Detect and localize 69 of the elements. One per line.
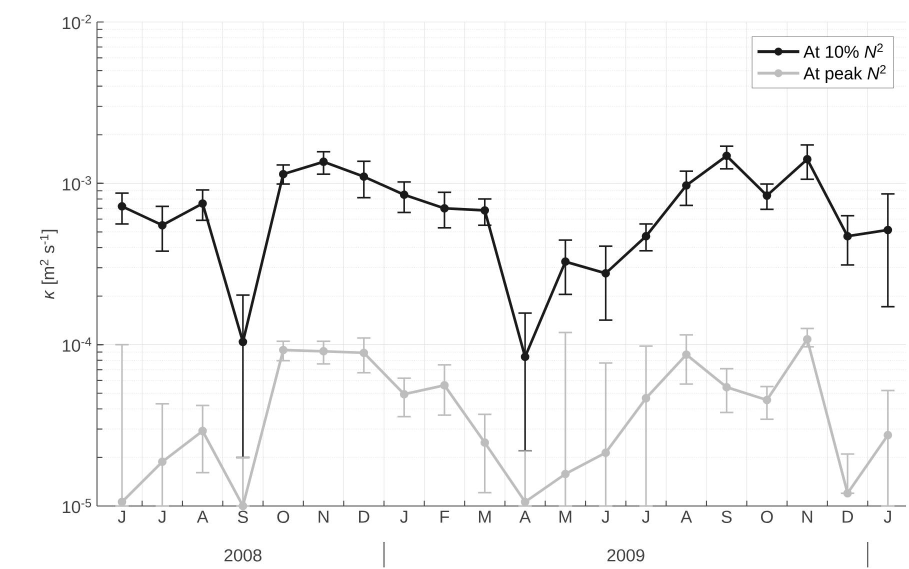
point (319, 347, 328, 356)
x-tick-label: A (519, 510, 531, 523)
point (520, 498, 530, 506)
point (843, 488, 852, 498)
x-tick-label: J (602, 510, 609, 523)
point (884, 430, 892, 440)
text: 2009 (607, 549, 644, 562)
point (319, 158, 328, 166)
point (278, 170, 288, 178)
x-tick-label: A (196, 510, 208, 523)
text: 2008 (224, 549, 262, 562)
x-tick-label: N (318, 510, 328, 523)
point (682, 181, 691, 190)
x-tick-label: F (440, 510, 450, 523)
point (762, 191, 772, 200)
point (158, 458, 167, 466)
x-tick-label: J (884, 510, 891, 523)
x-tick-label: J (158, 510, 166, 523)
point (722, 382, 731, 392)
point (480, 206, 490, 215)
point (360, 348, 368, 358)
legend-label: At 10% N$^{2}$ (803, 43, 883, 58)
point (158, 220, 167, 230)
x-tick-label: M (560, 510, 572, 523)
legend-label: At peak N$^{2}$ (803, 65, 886, 83)
point (884, 226, 892, 234)
point (802, 335, 812, 344)
point (561, 470, 570, 478)
point (762, 396, 772, 404)
y-tick-label: 10$^{-4}$ (62, 338, 92, 352)
point (118, 498, 126, 506)
point (843, 232, 852, 241)
y-tick-label: 10$^{-5}$ (62, 498, 92, 514)
point (238, 502, 248, 510)
point (198, 199, 207, 208)
point (642, 394, 650, 402)
point (198, 426, 207, 436)
x-tick-label: J (400, 510, 408, 523)
y-tick-label: 10$^{-2}$ (62, 14, 92, 30)
point (118, 202, 126, 211)
x-tick-label: O (761, 510, 773, 523)
point (642, 232, 650, 241)
point (238, 338, 248, 346)
point (520, 352, 530, 362)
point (561, 257, 570, 266)
point (802, 155, 812, 164)
x-tick-label: S (722, 510, 732, 523)
point (400, 190, 408, 199)
point (400, 390, 408, 398)
y-tick-label: 10$^{-3}$ (62, 176, 92, 191)
x-tick-label: S (238, 510, 248, 523)
x-tick-label: D (359, 510, 370, 523)
x-tick-label: A (680, 510, 692, 523)
point (440, 204, 449, 213)
point (480, 438, 490, 447)
point (601, 269, 610, 278)
x-tick-label: J (642, 510, 650, 523)
point (360, 172, 368, 181)
x-tick-label: M (478, 510, 491, 523)
x-tick-label: D (842, 510, 853, 523)
x-tick-label: N (802, 510, 812, 523)
point (278, 346, 288, 354)
x-tick-label: O (277, 510, 290, 523)
point (682, 350, 691, 359)
point (601, 448, 610, 457)
point (722, 152, 731, 160)
y-axis-title: κ [m$^{2}$ s$^{-1}$] (40, 230, 58, 300)
point (440, 381, 449, 390)
x-tick-label: J (118, 510, 126, 523)
